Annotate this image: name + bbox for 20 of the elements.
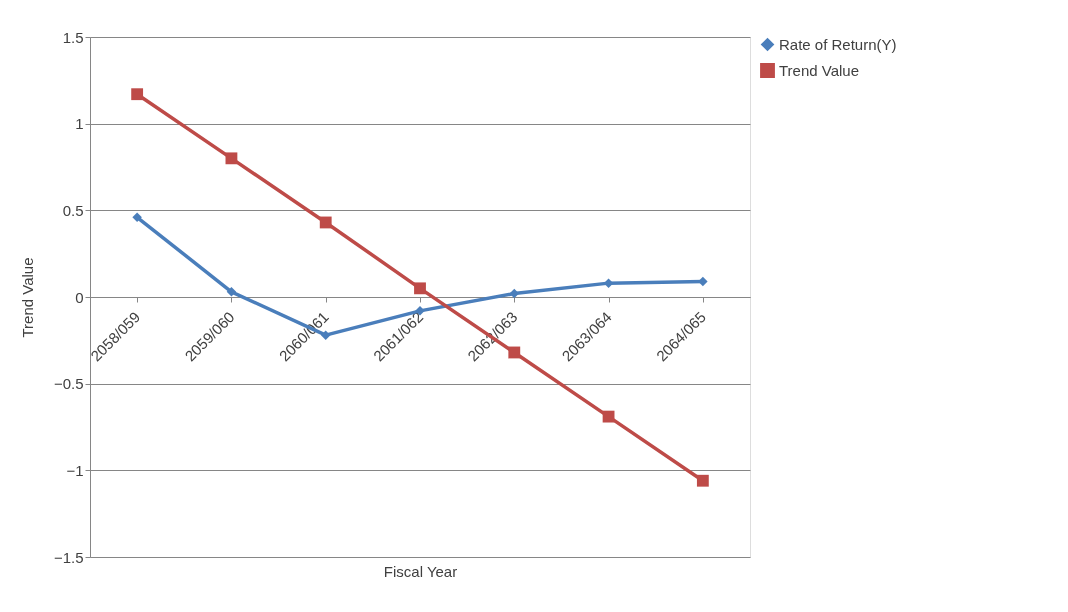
point <box>698 276 708 287</box>
y-tick-label: 1 <box>75 115 84 133</box>
point <box>602 410 615 423</box>
y-tick-label: 1.5 <box>62 28 84 46</box>
y-tick-label: −1 <box>66 461 84 479</box>
y-tick-label: 0.5 <box>62 201 84 219</box>
y-tick-label: 0 <box>75 288 84 306</box>
point <box>225 152 238 165</box>
point <box>696 474 709 487</box>
legend-label: Rate of Return(Y) <box>779 35 897 53</box>
legend-label: Trend Value <box>779 61 860 79</box>
point <box>226 287 237 297</box>
y-tick-label: −0.5 <box>53 375 84 393</box>
x-axis-title: Fiscal Year <box>383 562 458 580</box>
point <box>319 216 332 229</box>
point <box>132 212 142 223</box>
point <box>414 282 426 295</box>
y-axis-title: Trend Value <box>18 257 36 338</box>
point <box>131 88 144 101</box>
y-tick-label: −1.5 <box>53 548 84 566</box>
